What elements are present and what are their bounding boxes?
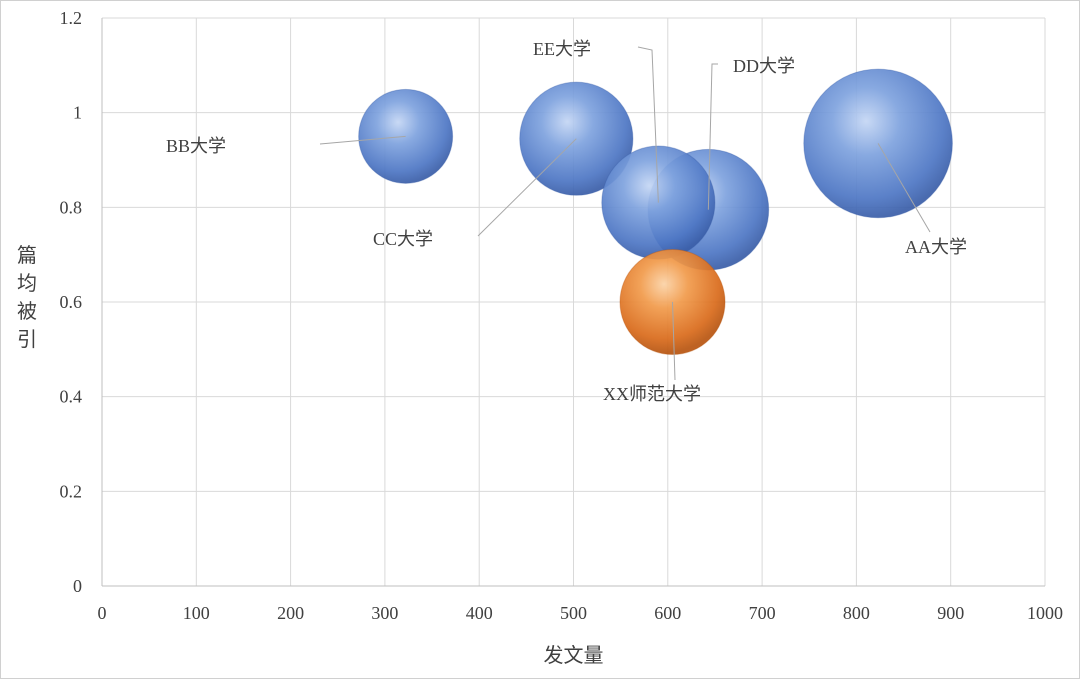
bubble-label: CC大学 [373, 229, 433, 249]
y-axis-title-char: 均 [17, 271, 37, 295]
x-tick-label: 800 [843, 603, 870, 623]
leader-line [477, 138, 577, 237]
y-tick-label: 0.2 [60, 481, 83, 501]
bubbles [358, 68, 953, 356]
axes [101, 18, 1045, 587]
bubble-label: DD大学 [733, 56, 795, 76]
x-tick-label: 600 [654, 603, 681, 623]
x-tick-label: 400 [466, 603, 493, 623]
bubble-label: BB大学 [166, 136, 226, 156]
x-tick-label: 1000 [1027, 603, 1063, 623]
bubble-label: EE大学 [533, 39, 591, 59]
leader-line [637, 46, 659, 203]
bubble-label: XX师范大学 [603, 384, 701, 404]
x-tick-label: 900 [937, 603, 964, 623]
y-tick-label: 0.8 [60, 197, 83, 217]
bubble-label: AA大学 [905, 237, 967, 257]
x-tick-label: 0 [98, 603, 107, 623]
x-axis-title: 发文量 [544, 643, 604, 667]
y-axis-title-char: 引 [17, 327, 37, 351]
x-tick-label: 300 [371, 603, 398, 623]
y-tick-label: 0.6 [60, 292, 83, 312]
leader-line [877, 143, 931, 233]
leader-line [672, 301, 676, 381]
tick-labels: 0 100 200 300 400 500 600 700 800 900 1000 0 0.2 0.4 0… [60, 8, 1064, 623]
y-tick-label: 1.2 [60, 8, 83, 28]
leader-line [707, 63, 718, 210]
x-tick-label: 200 [277, 603, 304, 623]
leader-lines [319, 46, 931, 381]
leader-line [319, 135, 406, 145]
bubble-labels: BB大学 CC大学 XX师范大学 EE大学 DD大学 AA大学 [166, 39, 967, 404]
y-tick-label: 0.4 [60, 387, 83, 407]
x-tick-label: 100 [183, 603, 210, 623]
y-axis-title-char: 篇 [17, 243, 37, 267]
y-tick-label: 1 [73, 103, 82, 123]
y-axis-title-char: 被 [17, 299, 37, 323]
y-tick-label: 0 [73, 576, 82, 596]
x-tick-label: 500 [560, 603, 587, 623]
x-tick-label: 700 [749, 603, 776, 623]
